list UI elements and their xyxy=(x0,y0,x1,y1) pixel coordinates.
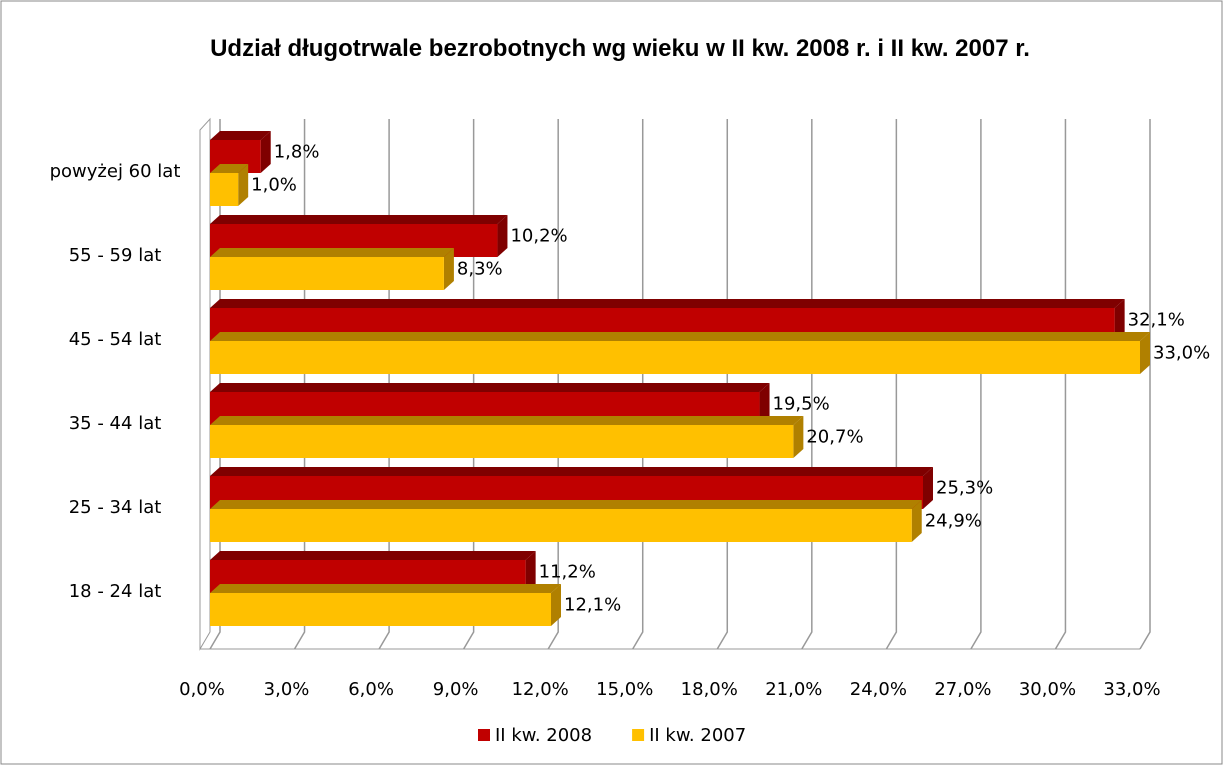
bar-side xyxy=(525,551,536,593)
data-label: 32,1% xyxy=(1128,310,1185,331)
grid-line xyxy=(885,119,898,650)
grid-line xyxy=(632,119,644,650)
grid-line xyxy=(1054,119,1067,650)
bar xyxy=(210,425,794,458)
x-tick-label: 12,0% xyxy=(512,679,569,700)
bar-side xyxy=(759,383,770,425)
grid-line xyxy=(462,119,475,650)
bar-side xyxy=(911,500,922,542)
data-label: 24,9% xyxy=(925,511,982,532)
bar-top xyxy=(210,164,249,173)
bar-top xyxy=(210,131,271,140)
bar-top xyxy=(210,500,922,509)
bar xyxy=(210,257,444,290)
data-label: 33,0% xyxy=(1153,343,1210,364)
bar-top xyxy=(210,215,508,224)
bar xyxy=(210,593,551,626)
data-label: 1,0% xyxy=(251,175,297,196)
bar-side xyxy=(793,416,804,458)
bar-side xyxy=(551,584,561,626)
bar-side xyxy=(260,131,271,173)
x-tick-label: 0,0% xyxy=(179,679,225,700)
legend-swatch xyxy=(632,729,645,741)
grid-line xyxy=(970,119,982,650)
x-tick-label: 27,0% xyxy=(934,679,991,700)
x-tick-label: 15,0% xyxy=(596,679,653,700)
bar-top xyxy=(210,332,1150,341)
x-tick-label: 3,0% xyxy=(264,679,310,700)
legend-label: II kw. 2007 xyxy=(649,725,746,746)
y-tick-label: powyżej 60 lat xyxy=(49,161,181,182)
legend-swatch xyxy=(478,729,490,741)
data-label: 12,1% xyxy=(564,595,621,616)
bar xyxy=(210,173,239,206)
bar-side xyxy=(238,164,249,206)
data-label: 25,3% xyxy=(936,478,993,499)
data-label: 1,8% xyxy=(274,142,320,163)
x-tick-label: 9,0% xyxy=(433,679,479,700)
bar-top xyxy=(210,383,770,392)
bar xyxy=(210,509,912,542)
y-tick-label: 18 - 24 lat xyxy=(68,581,162,602)
y-tick-label: 25 - 34 lat xyxy=(68,497,162,518)
x-tick-label: 21,0% xyxy=(765,679,822,700)
bar-side xyxy=(1140,332,1150,374)
x-tick-label: 33,0% xyxy=(1103,679,1160,700)
bar-side xyxy=(497,215,508,257)
bar xyxy=(210,341,1140,374)
data-label: 8,3% xyxy=(457,259,503,280)
bar-top xyxy=(210,584,561,593)
data-label: 20,7% xyxy=(806,427,863,448)
bar-top xyxy=(210,299,1125,308)
bar-top xyxy=(210,416,804,425)
legend-label: II kw. 2008 xyxy=(495,725,592,746)
chart-title: Udział długotrwale bezrobotnych wg wieku… xyxy=(210,35,1030,62)
y-tick-label: 45 - 54 lat xyxy=(68,329,162,350)
grid-line xyxy=(716,119,729,650)
x-tick-label: 6,0% xyxy=(348,679,394,700)
grid-line xyxy=(547,119,559,650)
bar-side xyxy=(443,248,454,290)
y-tick-label: 55 - 59 lat xyxy=(68,245,162,266)
bar-top xyxy=(210,551,536,560)
data-label: 19,5% xyxy=(773,394,830,415)
y-tick-label: 35 - 44 lat xyxy=(68,413,162,434)
grid-line xyxy=(1139,119,1151,650)
bar-top xyxy=(210,248,454,257)
x-tick-label: 18,0% xyxy=(681,679,738,700)
bar-side xyxy=(923,467,933,509)
bar-side xyxy=(1114,299,1125,341)
x-tick-label: 30,0% xyxy=(1019,679,1076,700)
x-tick-label: 24,0% xyxy=(850,679,907,700)
data-label: 11,2% xyxy=(539,562,596,583)
data-label: 10,2% xyxy=(510,226,567,247)
grid-line xyxy=(801,119,813,650)
bar-top xyxy=(210,467,933,476)
